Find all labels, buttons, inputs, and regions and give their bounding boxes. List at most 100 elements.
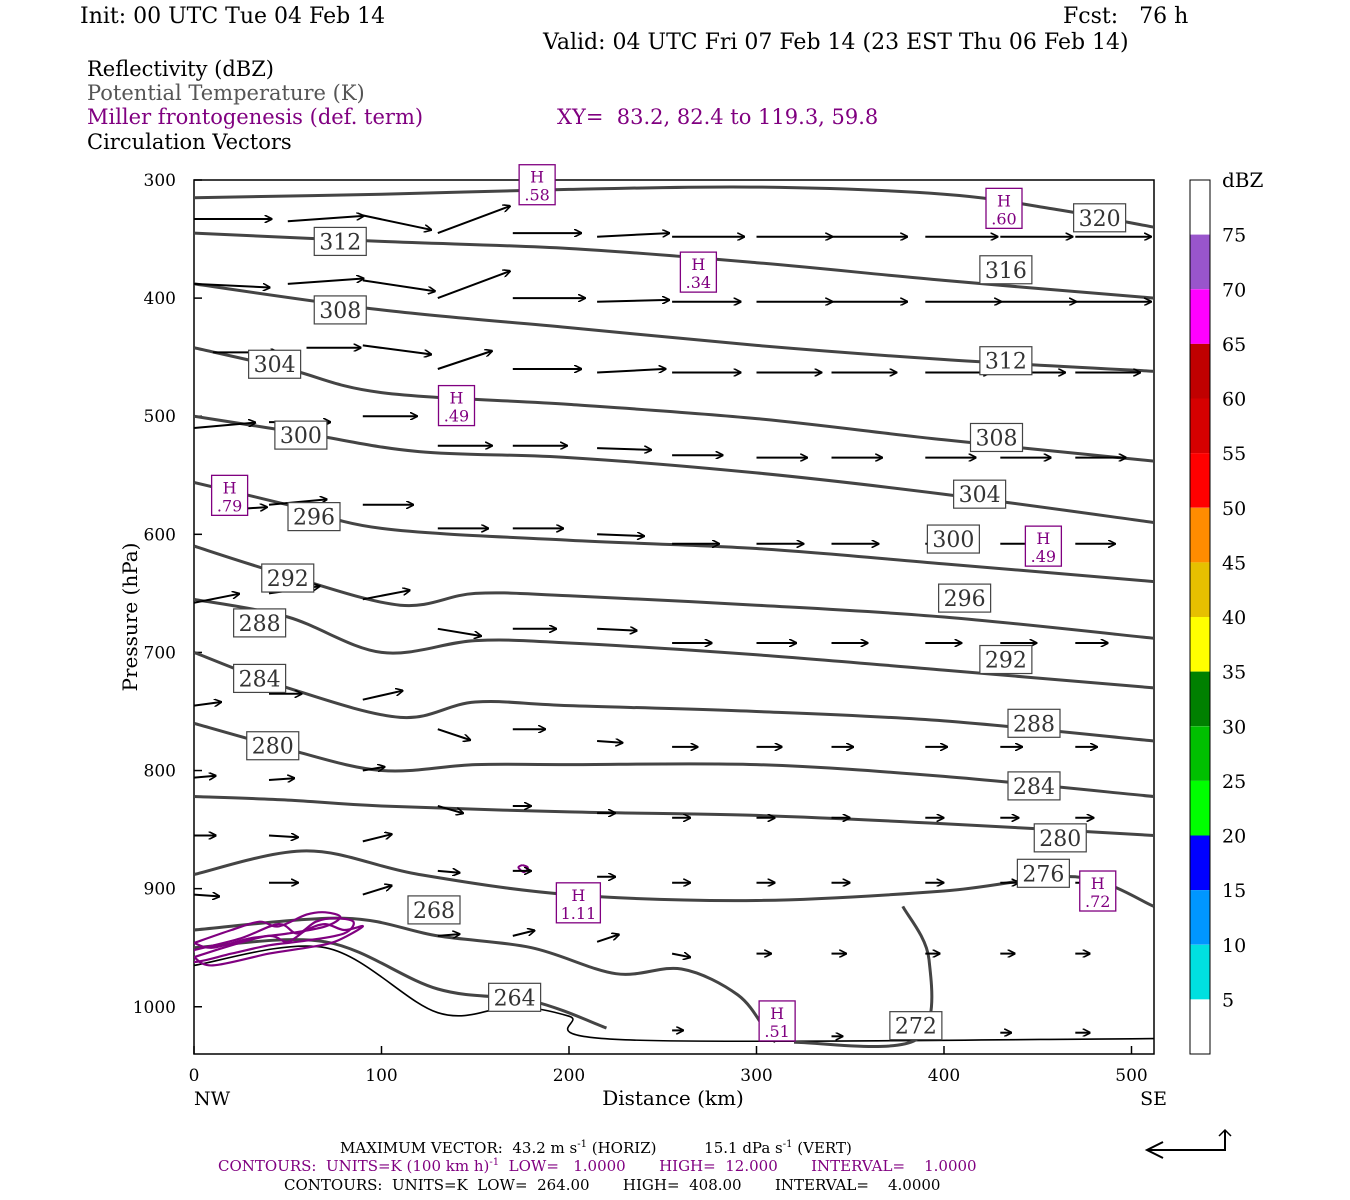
- circulation-vector: [362, 590, 410, 601]
- circulation-vector: [194, 702, 221, 706]
- forecast-hour: Fcst: 76 h: [1063, 4, 1189, 29]
- colorbar-label: 10: [1222, 935, 1246, 957]
- circulation-vector: [597, 629, 637, 631]
- circulation-vector: [597, 534, 644, 536]
- field-reflectivity: Reflectivity (dBZ): [87, 57, 275, 81]
- theta-label-box: [938, 583, 992, 613]
- colorbar-label: 60: [1222, 389, 1246, 411]
- circulation-vector: [362, 214, 431, 229]
- theta-label: 304: [254, 353, 296, 378]
- circulation-vector: [287, 216, 364, 223]
- colorbar-label: 20: [1222, 826, 1246, 848]
- theta-label: 300: [932, 528, 974, 553]
- colorbar-unit: dBZ: [1222, 168, 1264, 192]
- theta-label-box: [488, 982, 542, 1012]
- circulation-vector: [597, 741, 622, 743]
- fronto-contour: [194, 911, 342, 949]
- max-vector-note: MAXIMUM VECTOR: 43.2 m s-1 (HORIZ) 15.1 …: [340, 1139, 852, 1157]
- fronto-max-label: H: [1091, 874, 1105, 893]
- theta-label: 296: [944, 587, 986, 612]
- colorbar-swatch: [1190, 234, 1210, 290]
- theta-label: 308: [319, 299, 361, 324]
- colorbar-label: 40: [1222, 607, 1246, 629]
- circulation-vector: [512, 931, 535, 937]
- theta-contour-320: [194, 185, 1154, 229]
- colorbar-swatch: [1190, 507, 1210, 563]
- field-theta: Potential Temperature (K): [87, 81, 365, 105]
- colorbar-swatch: [1190, 835, 1210, 891]
- fronto-max-value: .34: [686, 273, 711, 292]
- x-tick-label: 500: [1115, 1066, 1147, 1086]
- theta-label-box: [313, 226, 367, 257]
- colorbar-swatch: [1190, 453, 1210, 508]
- theta-contour-284: [194, 721, 1154, 798]
- field-vectors: Circulation Vectors: [87, 130, 292, 154]
- colorbar-swatch: [1190, 289, 1210, 344]
- fronto-max-label: H: [997, 191, 1011, 210]
- theta-label: 304: [959, 483, 1001, 508]
- fronto-max-box: [985, 187, 1023, 229]
- colorbar-label: 30: [1222, 716, 1246, 738]
- fronto-max-value: .49: [444, 407, 469, 426]
- init-time: Init: 00 UTC Tue 04 Feb 14: [80, 4, 386, 29]
- fronto-max-label: H: [223, 478, 237, 497]
- theta-label: 300: [280, 424, 322, 449]
- theta-label: 284: [239, 667, 281, 692]
- colorbar-label: 5: [1222, 989, 1234, 1011]
- circulation-vector: [597, 369, 665, 374]
- theta-label: 312: [985, 350, 1027, 375]
- colorbar-label: 45: [1222, 552, 1246, 574]
- fronto-max-label: H: [571, 886, 585, 905]
- fronto-max-label: H: [530, 168, 544, 187]
- colorbar-swatch: [1190, 562, 1210, 617]
- colorbar-label: 25: [1222, 771, 1246, 793]
- circulation-vector: [437, 206, 510, 235]
- theta-label-box: [233, 608, 287, 638]
- fronto-contour-note: CONTOURS: UNITS=K (100 km h)-1 LOW= 1.00…: [218, 1157, 977, 1175]
- theta-label-box: [313, 295, 367, 325]
- fronto-max-box: [210, 474, 249, 516]
- x-tick-label: 0: [189, 1066, 200, 1086]
- circulation-vector: [194, 594, 239, 604]
- theta-contour-288: [194, 650, 1154, 743]
- circulation-vector: [437, 805, 463, 813]
- se-end-label: SE: [1140, 1088, 1167, 1110]
- theta-label-box: [979, 255, 1033, 285]
- colorbar-swatch: [1190, 343, 1210, 399]
- theta-label: 296: [293, 506, 335, 531]
- theta-contour-292: [194, 597, 1154, 690]
- fronto-max-label: H: [691, 255, 705, 274]
- fronto-max-box: [518, 164, 556, 206]
- theta-labels: 320 312 316 308 312 304 300 308 304 296 300 292 296 2…: [233, 203, 1127, 1041]
- theta-label: 288: [1013, 712, 1055, 737]
- y-axis-label: Pressure (hPa): [118, 543, 142, 692]
- fronto-max-label: H: [450, 389, 464, 408]
- circulation-vector: [437, 871, 460, 873]
- theta-contour-308: [194, 346, 1154, 463]
- theta-label-box: [233, 663, 287, 694]
- colorbar-frame: [1189, 179, 1211, 1055]
- circulation-vector: [437, 627, 481, 636]
- colorbar-label: 50: [1222, 498, 1246, 520]
- circulation-vector: [437, 934, 460, 936]
- theta-label-box: [1033, 823, 1087, 853]
- fronto-max-value: 1.11: [561, 904, 597, 923]
- theta-label: 280: [1039, 827, 1081, 852]
- fronto-max-box: [555, 882, 602, 924]
- colorbar-swatch: [1190, 726, 1210, 781]
- theta-label-box: [979, 644, 1033, 675]
- theta-label-box: [969, 422, 1024, 453]
- circulation-vector: [362, 279, 435, 291]
- fronto-max-value: .79: [217, 496, 242, 515]
- circulation-vector: [362, 767, 385, 771]
- cross-section-endpoints: XY= 83.2, 82.4 to 119.3, 59.8: [557, 105, 879, 129]
- y-tick-label: 900: [144, 880, 176, 900]
- colorbar-label: 15: [1222, 880, 1246, 902]
- circulation-vector: [362, 344, 431, 354]
- field-frontogenesis: Miller frontogenesis (def. term): [87, 105, 424, 129]
- colorbar-label: 70: [1222, 279, 1246, 301]
- theta-label-box: [407, 895, 461, 925]
- colorbar-swatch: [1190, 617, 1210, 672]
- circulation-vector: [597, 300, 669, 302]
